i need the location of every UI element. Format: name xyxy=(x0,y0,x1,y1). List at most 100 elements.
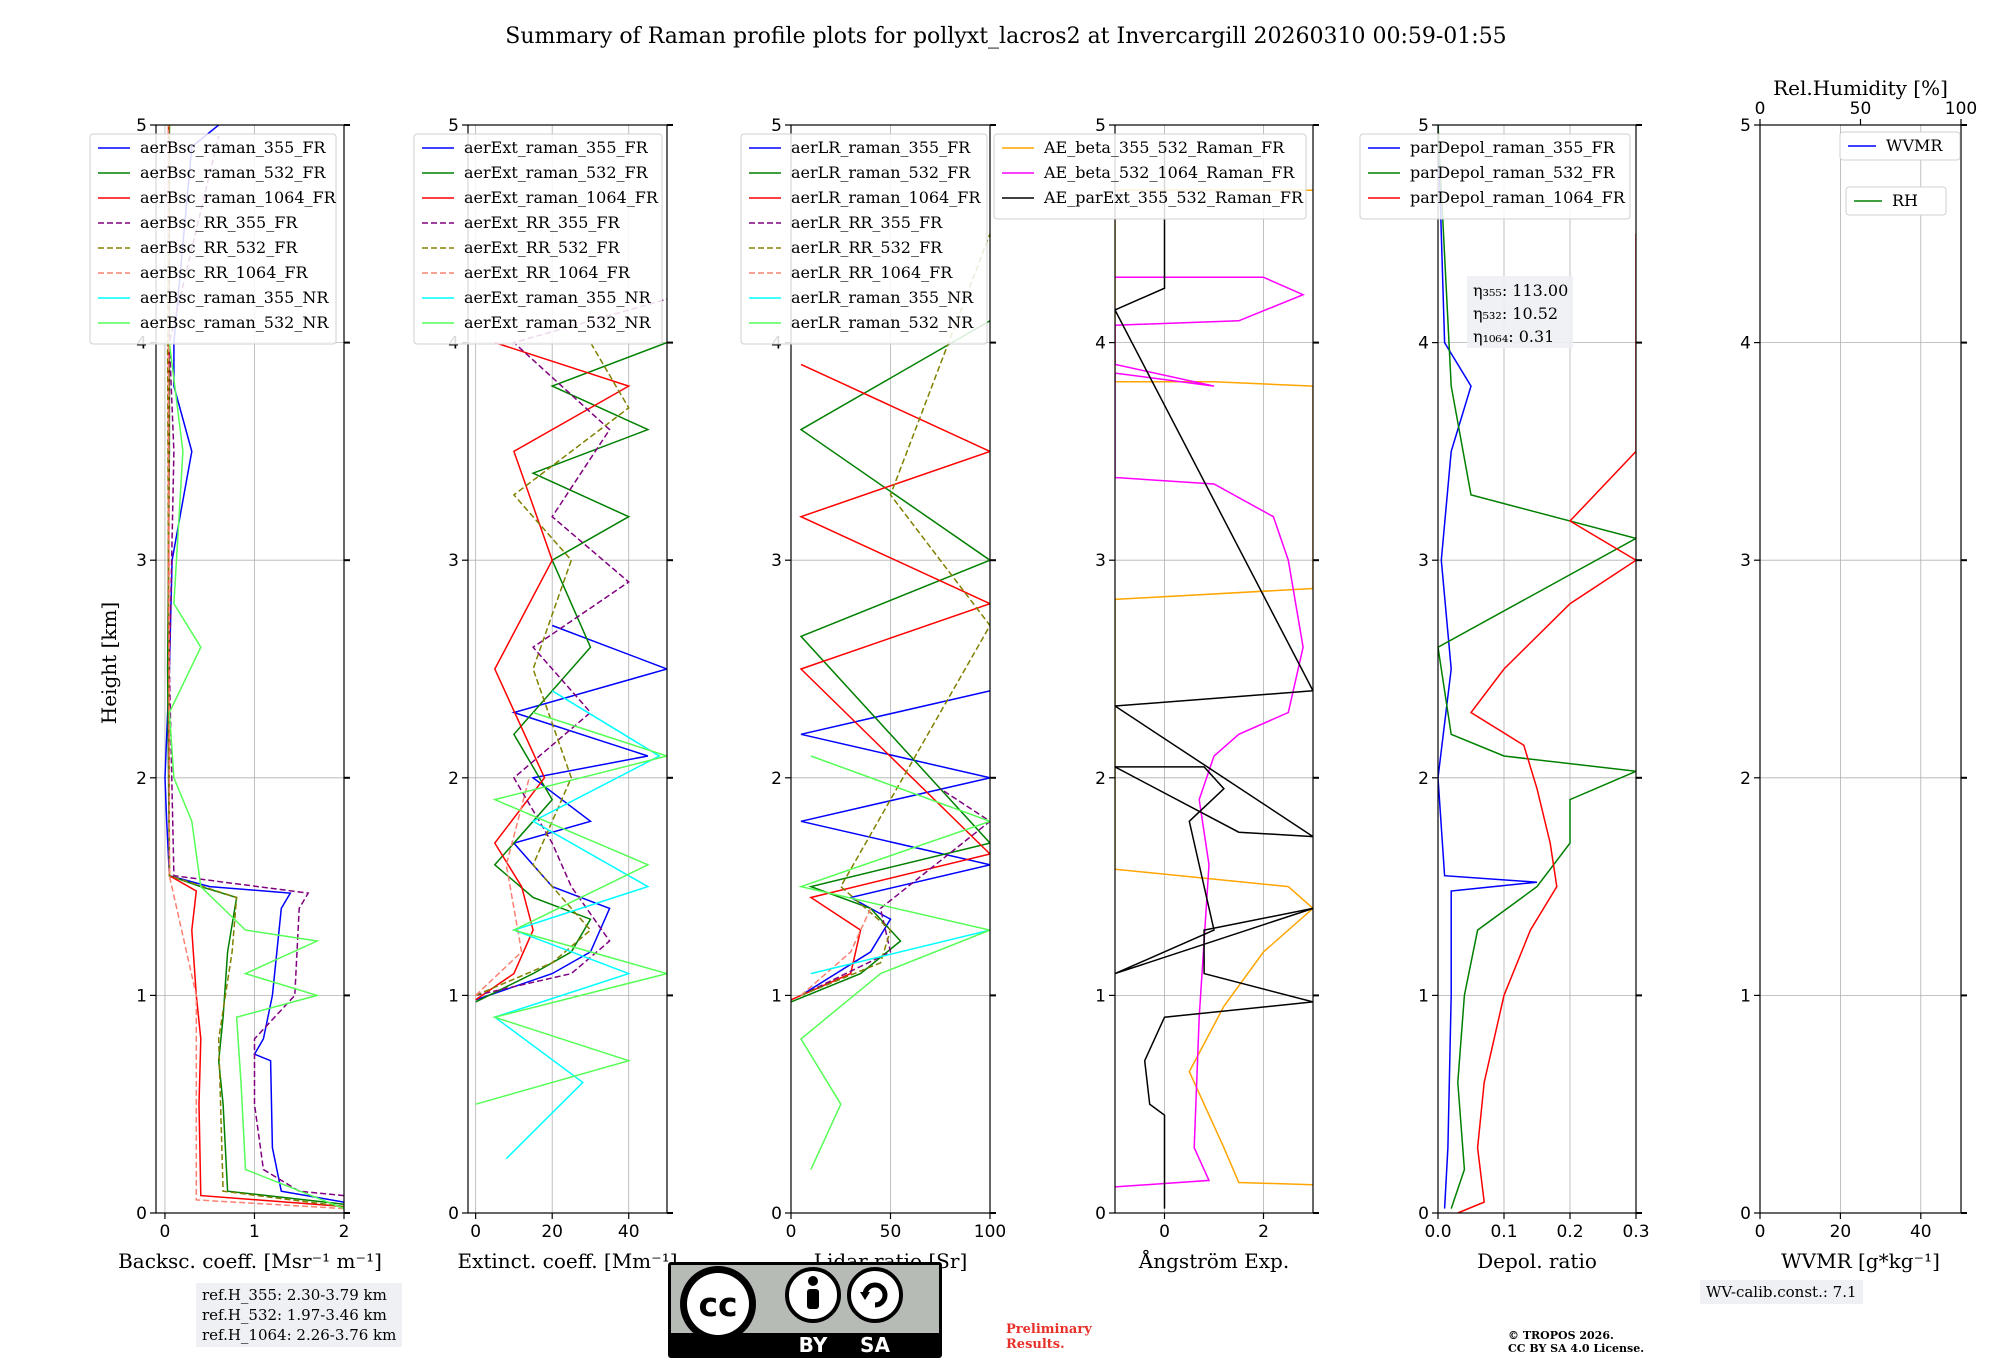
series-aerBsc_RR_355_FR xyxy=(168,135,344,1197)
ytick-label-bsc-1: 1 xyxy=(136,986,147,1006)
legend-entry-ext-7: aerExt_raman_532_NR xyxy=(464,313,652,332)
legend-entry-wv-1: RH xyxy=(1892,191,1918,210)
legend-dep: parDepol_raman_355_FR parDepol_raman_532_… xyxy=(1359,133,1631,220)
legend-entry-lr-5: aerLR_RR_1064_FR xyxy=(791,263,953,282)
ytick-label-dep-2: 2 xyxy=(1418,769,1429,789)
legend-ae: AE_beta_355_532_Raman_FR AE_beta_532_1064… xyxy=(993,133,1307,220)
xtick-label-lr-0: 0 xyxy=(786,1222,797,1242)
axes-frame-ext xyxy=(467,124,668,1214)
legend-bsc: aerBsc_raman_355_FR aerBsc_raman_532_FRae… xyxy=(89,133,337,345)
xtick-label-bsc-1: 1 xyxy=(249,1222,260,1242)
xtick-label-dep-1: 0.1 xyxy=(1490,1222,1517,1242)
ytick-label-ae-2: 2 xyxy=(1095,769,1106,789)
eta-annotation-line-0: η₃₅₅: 113.00 xyxy=(1473,281,1568,300)
series-AE_parExt_355_532_Raman_FR xyxy=(1115,146,1313,1209)
legend-box-ae xyxy=(993,133,1307,220)
x2axis-label-wv: Rel.Humidity [%] xyxy=(1773,76,1948,100)
ref-height-1064: ref.H_1064: 2.26-3.76 km xyxy=(202,1326,397,1344)
legend-entry-lr-6: aerLR_raman_355_NR xyxy=(791,288,974,307)
legend-box-wv-0 xyxy=(1839,131,1961,161)
ytick-label-dep-4: 4 xyxy=(1418,334,1429,354)
ytick-label-bsc-3: 3 xyxy=(136,551,147,571)
legend-entry-bsc-2: aerBsc_raman_1064_FR xyxy=(140,188,337,207)
legend-entry-ext-0: aerExt_raman_355_FR xyxy=(464,138,649,157)
legend-entry-lr-4: aerLR_RR_532_FR xyxy=(791,238,943,257)
series-aerExt_raman_1064_FR xyxy=(475,341,631,1001)
series-aerLR_raman_532_NR xyxy=(798,755,990,1170)
cc-license-badge: cc BY SA xyxy=(668,1262,942,1358)
series-AE_beta_532_1064_Raman_FR xyxy=(1115,276,1306,1188)
axes-frame-bsc xyxy=(155,124,345,1214)
legend-wv: WVMR RH xyxy=(1839,131,1961,216)
legend-entry-ae-2: AE_parExt_355_532_Raman_FR xyxy=(1043,188,1304,207)
legend-entry-ext-6: aerExt_raman_355_NR xyxy=(464,288,652,307)
xtick-label-bsc-0: 0 xyxy=(160,1222,171,1242)
xtick-label-ext-1: 20 xyxy=(541,1222,563,1242)
x2tick-label-wv-0: 0 xyxy=(1755,99,1766,119)
axes-frame-wv xyxy=(1759,124,1962,1214)
legend-entry-bsc-7: aerBsc_raman_532_NR xyxy=(140,313,329,332)
svg-text:cc: cc xyxy=(698,1285,737,1324)
eta-annotation-line-2: η₁₀₆₄: 0.31 xyxy=(1473,327,1554,346)
copyright-note: © TROPOS 2026. CC BY SA 4.0 License. xyxy=(1508,1329,1644,1355)
xtick-label-dep-2: 0.2 xyxy=(1556,1222,1583,1242)
y-axis-label: Height [km] xyxy=(97,602,121,724)
ytick-label-wv-1: 1 xyxy=(1740,986,1751,1006)
ytick-label-ext-2: 2 xyxy=(448,769,459,789)
legend-entry-ext-3: aerExt_RR_355_FR xyxy=(464,213,621,232)
legend-entry-ext-2: aerExt_raman_1064_FR xyxy=(464,188,659,207)
series-group-ae xyxy=(1115,146,1313,1209)
xtick-label-ext-0: 0 xyxy=(470,1222,481,1242)
xtick-label-dep-0: 0.0 xyxy=(1424,1222,1451,1242)
panel-lr: 012345050100Lidar ratio [Sr]aerLR_raman_… xyxy=(740,116,1006,1273)
series-parDepol_raman_355_FR xyxy=(1438,125,1538,1209)
series-aerLR_RR_355_FR xyxy=(800,788,990,997)
x2tick-label-wv-1: 50 xyxy=(1850,99,1872,119)
x2tick-label-wv-2: 100 xyxy=(1945,99,1977,119)
ytick-label-ae-4: 4 xyxy=(1095,334,1106,354)
ytick-label-ae-5: 5 xyxy=(1095,116,1106,136)
series-aerExt_raman_532_FR xyxy=(475,341,667,1003)
ytick-label-ext-5: 5 xyxy=(448,116,459,136)
legend-entry-lr-1: aerLR_raman_532_FR xyxy=(791,163,971,182)
legend-entry-bsc-3: aerBsc_RR_355_FR xyxy=(140,213,298,232)
legend-box-dep xyxy=(1359,133,1631,220)
reference-height-box: ref.H_355: 2.30-3.79 km ref.H_532: 1.97-… xyxy=(196,1283,403,1347)
series-AE_beta_355_532_Raman_FR xyxy=(1115,189,1313,1186)
legend-entry-dep-0: parDepol_raman_355_FR xyxy=(1410,138,1616,157)
legend-entry-bsc-5: aerBsc_RR_1064_FR xyxy=(140,263,309,282)
eta-annotation-line-1: η₅₃₂: 10.52 xyxy=(1473,304,1558,323)
series-aerLR_raman_1064_FR xyxy=(791,363,990,1001)
ref-height-355: ref.H_355: 2.30-3.79 km xyxy=(202,1286,387,1304)
series-group-ext xyxy=(475,298,667,1160)
ytick-label-bsc-2: 2 xyxy=(136,769,147,789)
ytick-label-ext-3: 3 xyxy=(448,551,459,571)
series-group-dep xyxy=(1438,125,1636,1213)
preliminary-line-1: Preliminary xyxy=(1006,1322,1092,1337)
legend-entry-ext-4: aerExt_RR_532_FR xyxy=(464,238,621,257)
ytick-label-lr-0: 0 xyxy=(771,1204,782,1224)
legend-entry-lr-3: aerLR_RR_355_FR xyxy=(791,213,943,232)
legend-entry-ext-5: aerExt_RR_1064_FR xyxy=(464,263,631,282)
series-aerExt_RR_355_FR xyxy=(475,298,667,997)
xaxis-label-wv: WVMR [g*kg⁻¹] xyxy=(1781,1249,1940,1273)
legend-entry-bsc-4: aerBsc_RR_532_FR xyxy=(140,238,298,257)
legend-entry-lr-2: aerLR_raman_1064_FR xyxy=(791,188,981,207)
ytick-label-ae-1: 1 xyxy=(1095,986,1106,1006)
legend-ext: aerExt_raman_355_FR aerExt_raman_532_FRae… xyxy=(413,133,663,345)
eta-annotation: η₃₅₅: 113.00 η₅₃₂: 10.52 η₁₀₆₄: 0.31 xyxy=(1467,276,1573,348)
series-aerBsc_RR_532_FR xyxy=(166,125,344,1208)
xtick-label-lr-1: 50 xyxy=(880,1222,902,1242)
panel-dep: 0 1 2 3 4 5 0.0 0.1 0.2 0.3 Depol. ratio parDepol_r… xyxy=(1359,116,1650,1273)
legend-entry-bsc-1: aerBsc_raman_532_FR xyxy=(140,163,326,182)
panel-ae: 0 1 2 3 4 5 0 2 Ångström Exp. AE_beta_355_532_Ram… xyxy=(993,116,1319,1273)
panel-ext: 01234502040Extinct. coeff. [Mm⁻¹]aerExt_… xyxy=(413,116,678,1273)
cc-by-label: BY xyxy=(799,1333,828,1357)
legend-entry-lr-7: aerLR_raman_532_NR xyxy=(791,313,974,332)
ytick-label-dep-0: 0 xyxy=(1418,1204,1429,1224)
series-aerLR_RR_1064_FR xyxy=(800,908,872,996)
ytick-label-lr-5: 5 xyxy=(771,116,782,136)
series-aerLR_raman_355_NR xyxy=(810,929,990,975)
ytick-label-wv-5: 5 xyxy=(1740,116,1751,136)
